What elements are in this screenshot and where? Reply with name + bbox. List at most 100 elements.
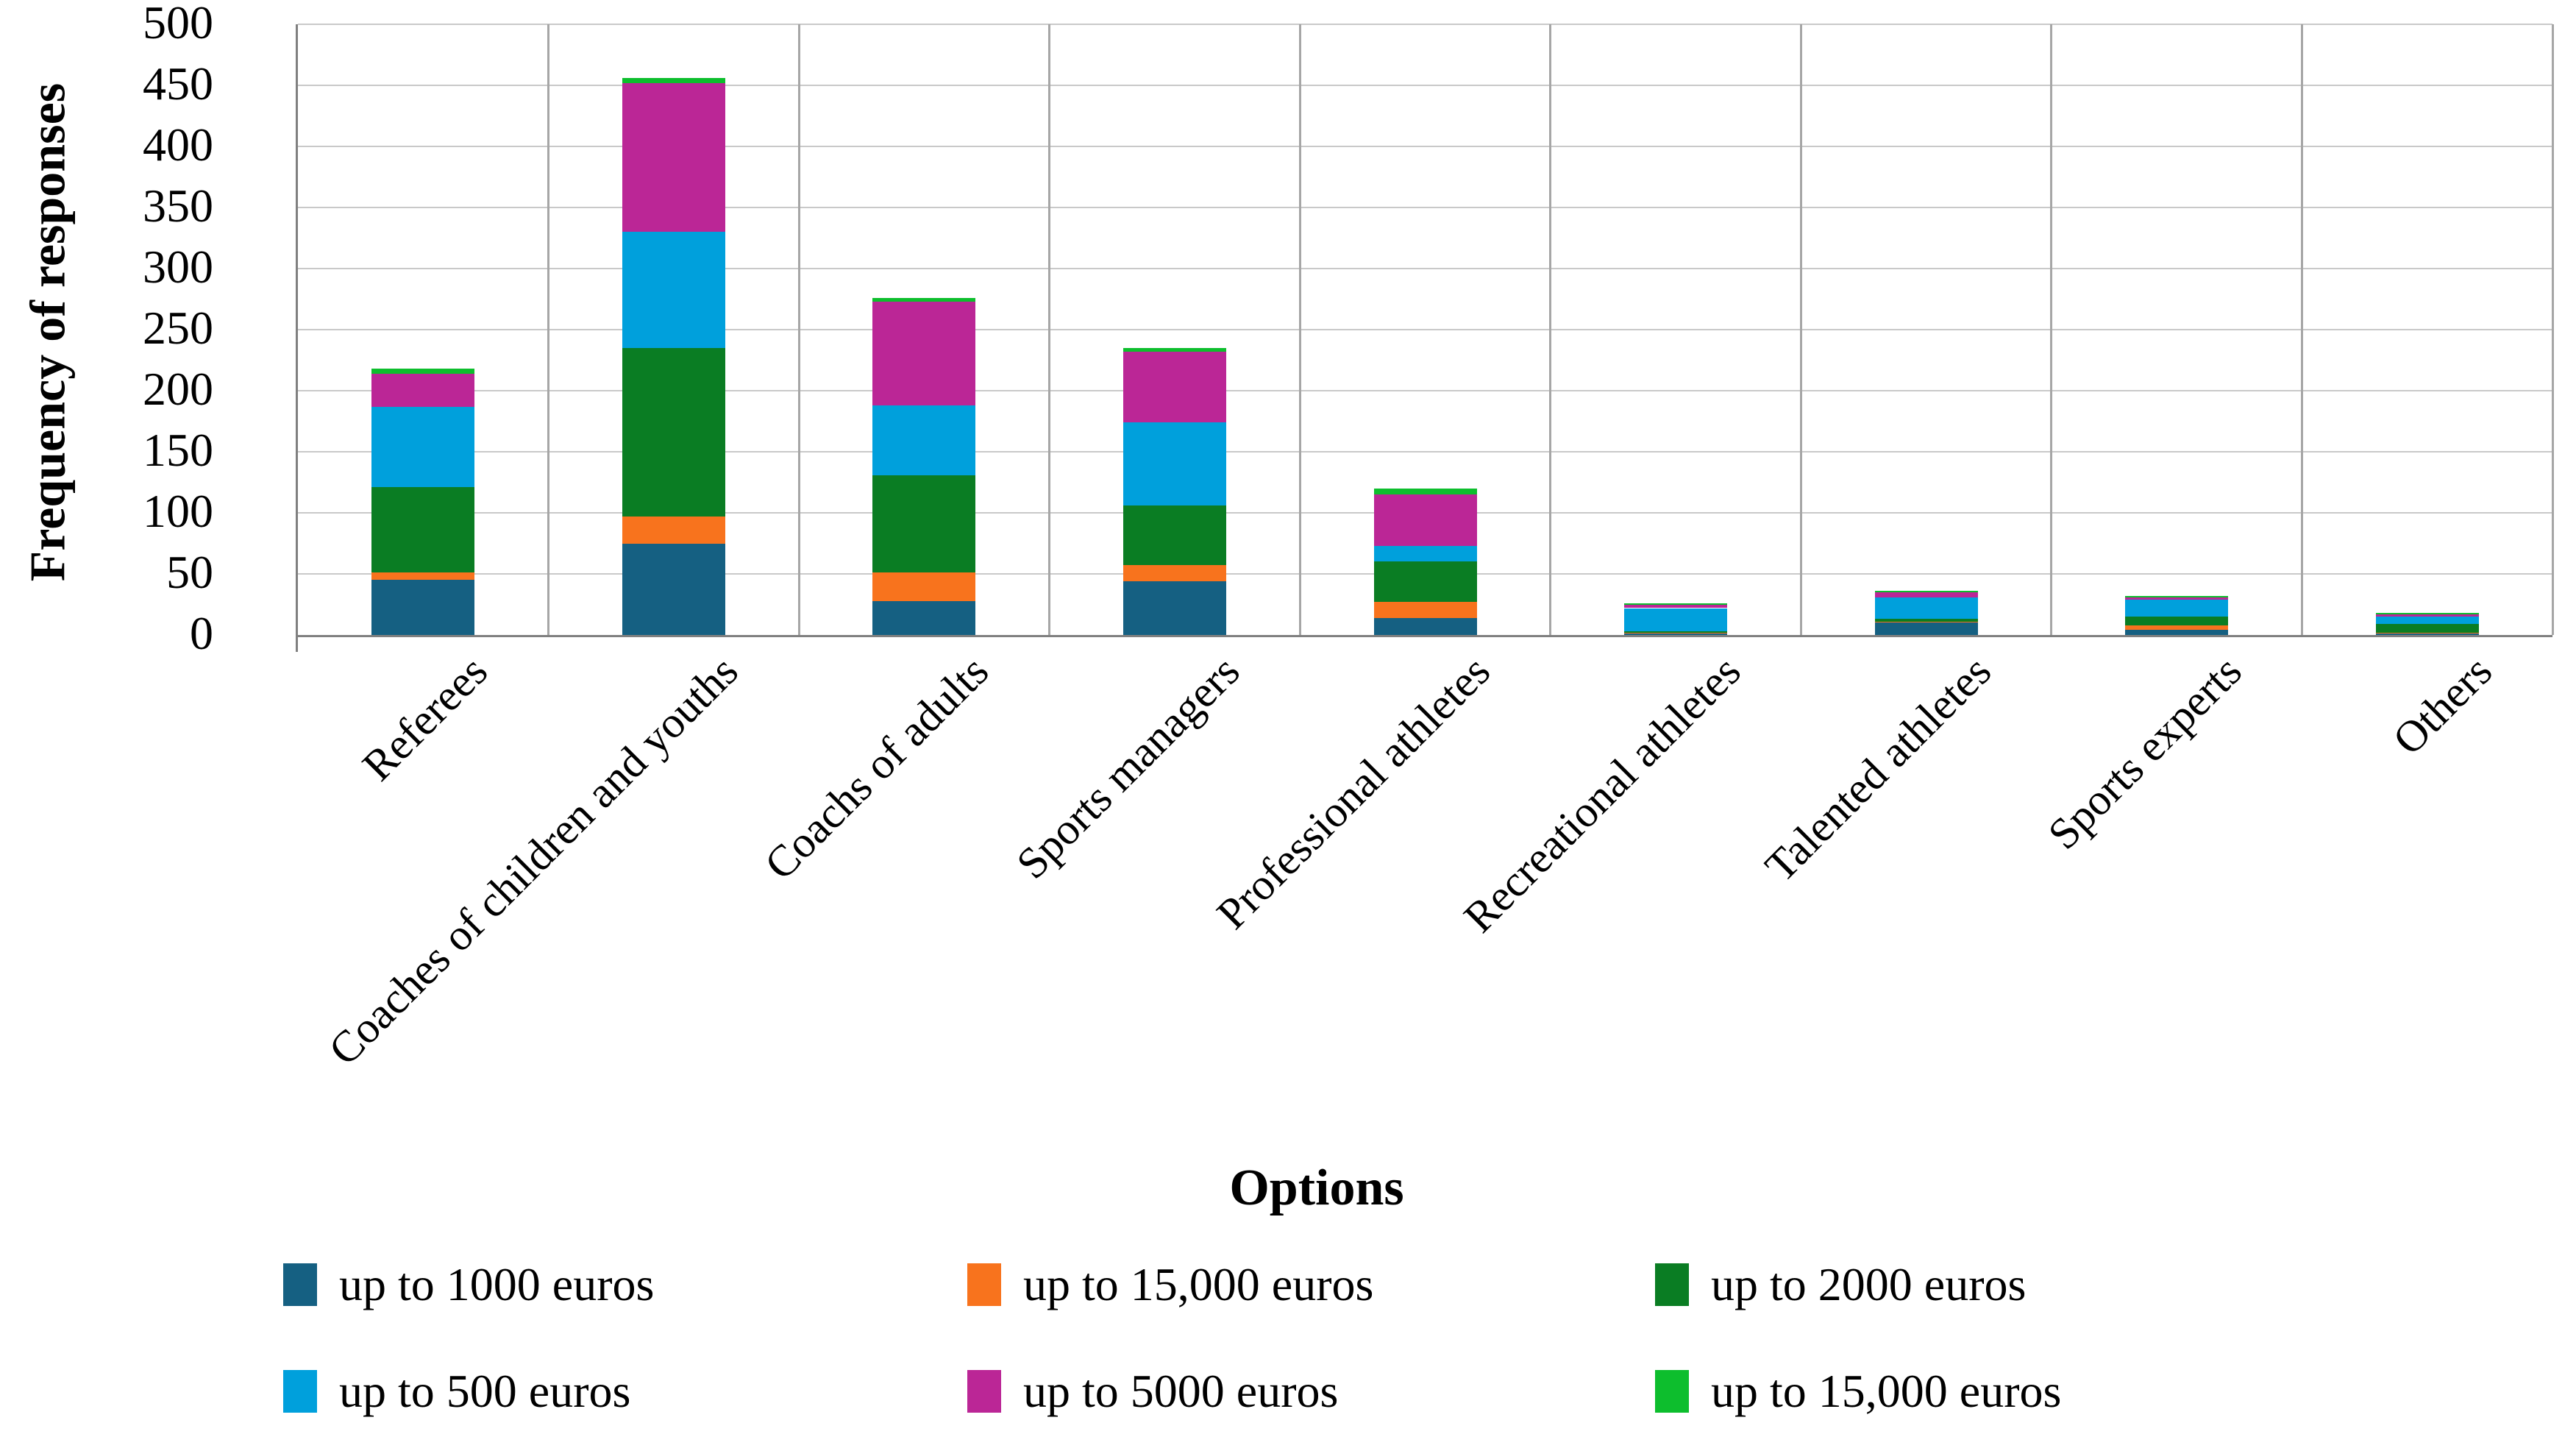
- bar-segment: [1373, 561, 1477, 603]
- bar-segment: [2375, 613, 2479, 614]
- bar-segment: [872, 600, 976, 635]
- bar-segment: [872, 297, 976, 302]
- bar-segment: [1373, 545, 1477, 562]
- gridline-horizontal: [298, 207, 2552, 208]
- gridline-horizontal: [298, 451, 2552, 452]
- bar-segment: [1122, 422, 1226, 506]
- bar-segment: [1624, 608, 1728, 632]
- bar-segment: [1624, 631, 1728, 633]
- x-category-label: Coachs of adults: [755, 646, 998, 890]
- x-category-label: Sports managers: [1006, 646, 1249, 888]
- gridline-horizontal: [298, 24, 2552, 25]
- y-tick-label: 50: [166, 546, 213, 598]
- bar-segment: [622, 232, 725, 348]
- bar-segment: [371, 572, 475, 581]
- bar-segment: [622, 82, 725, 233]
- bar-segment: [872, 405, 976, 475]
- legend-item: up to 500 euros: [283, 1358, 630, 1425]
- gridline-vertical: [1549, 24, 1552, 635]
- bar-segment: [622, 78, 725, 83]
- y-tick-label: 100: [143, 485, 213, 537]
- gridline-vertical: [547, 24, 550, 635]
- x-category-label: Sports experts: [2038, 646, 2251, 859]
- bar-segment: [1373, 617, 1477, 635]
- x-category-label: Talented athletes: [1755, 646, 2000, 891]
- bar-segment: [1624, 604, 1728, 608]
- bar-segment: [1373, 488, 1477, 495]
- legend-swatch: [1655, 1263, 1689, 1306]
- gridline-horizontal: [298, 85, 2552, 86]
- bar-segment: [1874, 622, 1978, 635]
- bar-segment: [1122, 505, 1226, 566]
- legend-label: up to 15,000 euros: [1711, 1365, 2062, 1417]
- x-axis-line: [296, 635, 2552, 637]
- legend-swatch: [967, 1263, 1001, 1306]
- gridline-vertical: [1298, 24, 1301, 635]
- legend-swatch: [967, 1370, 1001, 1413]
- bar-segment: [872, 475, 976, 573]
- y-tick-label: 150: [143, 424, 213, 476]
- legend-item: up to 2000 euros: [1655, 1251, 2026, 1319]
- bar-segment: [1874, 619, 1978, 622]
- x-axis-title: Options: [1229, 1160, 1404, 1216]
- bar-segment: [2125, 617, 2229, 625]
- legend-item: up to 1000 euros: [283, 1251, 654, 1319]
- y-tick-label: 250: [143, 302, 213, 354]
- bar-segment: [1624, 603, 1728, 605]
- legend-swatch: [283, 1263, 317, 1306]
- gridline-horizontal: [298, 329, 2552, 330]
- gridline-horizontal: [298, 268, 2552, 269]
- legend-item: up to 5000 euros: [967, 1358, 1338, 1425]
- y-tick-label: 500: [143, 0, 213, 49]
- bar-segment: [1373, 602, 1477, 618]
- bar-segment: [371, 373, 475, 407]
- x-category-label: Coaches of children and youths: [319, 646, 748, 1075]
- bar-segment: [371, 487, 475, 573]
- legend-label: up to 1000 euros: [339, 1258, 655, 1310]
- bar-segment: [2125, 597, 2229, 600]
- legend-item: up to 15,000 euros: [1655, 1358, 2061, 1425]
- legend-label: up to 500 euros: [339, 1365, 631, 1417]
- bar-segment: [1624, 634, 1728, 635]
- y-tick-label: 0: [190, 607, 213, 659]
- x-category-label: Others: [2383, 646, 2501, 764]
- bar-segment: [622, 347, 725, 517]
- bar-segment: [2125, 595, 2229, 597]
- x-category-label: Professional athletes: [1207, 646, 1499, 939]
- bar-segment: [2125, 630, 2229, 635]
- y-tick-label: 200: [143, 363, 213, 415]
- bar-segment: [1122, 581, 1226, 635]
- gridline-vertical: [1799, 24, 1802, 635]
- bar-segment: [2375, 634, 2479, 635]
- plot-area: [296, 24, 2554, 652]
- y-axis-line: [296, 24, 298, 652]
- bar-segment: [1874, 592, 1978, 597]
- legend-item: up to 15,000 euros: [967, 1251, 1373, 1319]
- y-tick-label: 350: [143, 180, 213, 232]
- gridline-vertical: [2050, 24, 2053, 635]
- gridline-horizontal: [298, 390, 2552, 391]
- legend-swatch: [1655, 1370, 1689, 1413]
- bar-segment: [872, 572, 976, 601]
- y-tick-label: 300: [143, 241, 213, 293]
- legend-label: up to 15,000 euros: [1023, 1258, 1374, 1310]
- bar-segment: [2125, 599, 2229, 617]
- bar-segment: [2125, 625, 2229, 631]
- bar-segment: [1122, 347, 1226, 352]
- bar-segment: [1874, 621, 1978, 623]
- x-category-label: Referees: [353, 646, 497, 790]
- bar-segment: [1624, 632, 1728, 634]
- legend-label: up to 2000 euros: [1711, 1258, 2027, 1310]
- y-tick-label: 450: [143, 57, 213, 110]
- bar-segment: [622, 543, 725, 635]
- bar-segment: [622, 516, 725, 544]
- bar-segment: [371, 580, 475, 635]
- bar-segment: [2375, 614, 2479, 617]
- y-tick-label: 400: [143, 118, 213, 171]
- bar-segment: [1122, 565, 1226, 581]
- gridline-vertical: [2551, 24, 2554, 635]
- bar-segment: [2375, 617, 2479, 625]
- gridline-vertical: [2300, 24, 2303, 635]
- bar-segment: [872, 301, 976, 405]
